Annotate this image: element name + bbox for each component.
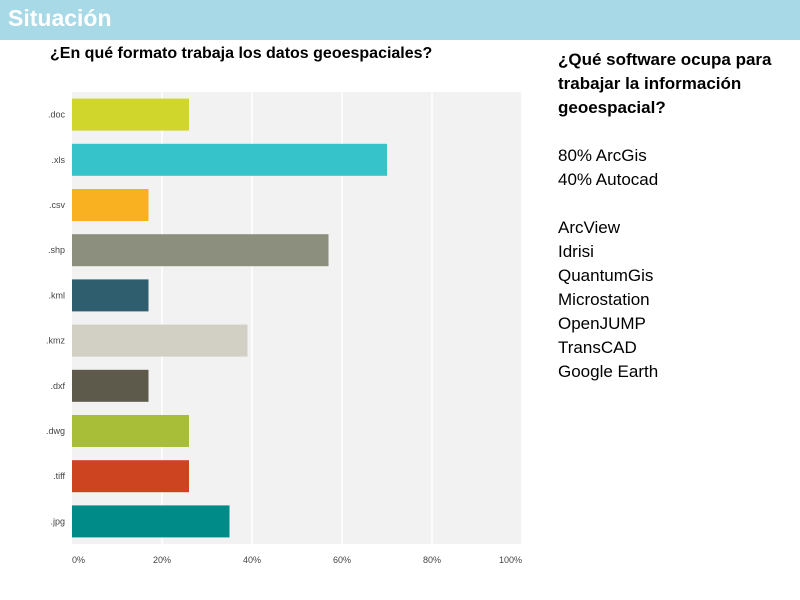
- bar-doc: [72, 98, 189, 131]
- category-label: .doc: [48, 110, 66, 120]
- x-tick-label: 100%: [499, 555, 522, 565]
- software-item: TransCAD: [558, 338, 637, 357]
- software-stat: 80% ArcGis: [558, 146, 647, 165]
- software-item: QuantumGis: [558, 266, 654, 285]
- chart-title: ¿En qué formato trabaja los datos geoesp…: [50, 45, 433, 62]
- software-item: Google Earth: [558, 362, 659, 381]
- software-item: Idrisi: [558, 242, 594, 261]
- x-tick-label: 20%: [153, 555, 171, 565]
- software-item: OpenJUMP: [558, 314, 646, 333]
- bar-xls: [72, 143, 387, 176]
- bar-csv: [72, 189, 149, 221]
- page-title: Situación: [8, 5, 112, 31]
- software-item: Microstation: [558, 290, 650, 309]
- bar-tiff: [72, 460, 189, 493]
- software-others: ArcView Idrisi QuantumGis Microstation OpenJ…: [558, 216, 793, 384]
- category-label: .dwg: [46, 426, 65, 436]
- x-axis-ticks: 0% 20% 40% 60% 80% 100%: [72, 555, 522, 565]
- category-labels: .doc .xls .csv .shp .kml .kmz .dxf .dwg .tiff .jp…: [46, 110, 66, 527]
- category-label: .kmz: [46, 336, 65, 346]
- software-item: ArcView: [558, 218, 621, 237]
- category-label: .xls: [52, 155, 66, 165]
- bar-kmz: [72, 324, 248, 357]
- bar-kml: [72, 279, 149, 312]
- software-panel: ¿Qué software ocupa para trabajar la inf…: [558, 48, 793, 384]
- software-stats: 80% ArcGis 40% Autocad: [558, 144, 793, 192]
- x-tick-label: 60%: [333, 555, 351, 565]
- x-tick-label: 0%: [72, 555, 85, 565]
- bar-jpg: [72, 505, 230, 538]
- category-label: .tiff: [53, 471, 65, 481]
- category-label: .jpg: [50, 516, 65, 526]
- software-stat: 40% Autocad: [558, 170, 659, 189]
- bar-dxf: [72, 369, 149, 402]
- x-tick-label: 40%: [243, 555, 261, 565]
- software-question: ¿Qué software ocupa para trabajar la inf…: [558, 50, 772, 117]
- x-tick-label: 80%: [423, 555, 441, 565]
- category-label: .kml: [49, 290, 66, 300]
- category-label: .csv: [49, 200, 66, 210]
- category-label: .shp: [48, 245, 65, 255]
- bar-shp: [72, 234, 329, 267]
- bars: [72, 98, 387, 538]
- category-label: .dxf: [50, 381, 65, 391]
- bar-dwg: [72, 415, 189, 447]
- header-bar: Situación: [0, 0, 800, 40]
